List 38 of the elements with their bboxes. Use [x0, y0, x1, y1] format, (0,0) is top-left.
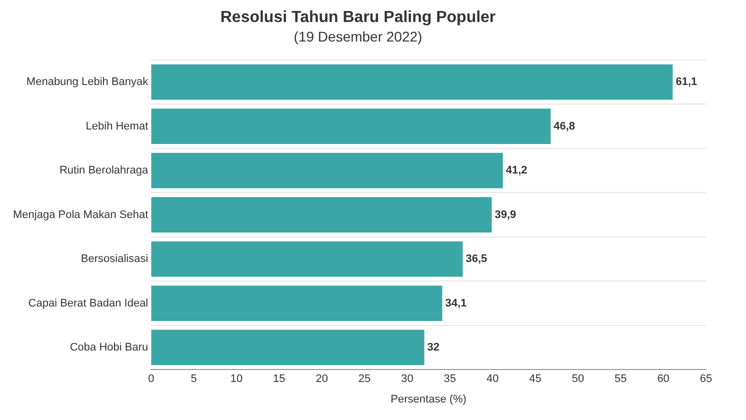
x-tick-label: 60 [657, 373, 670, 386]
y-tick-label: Coba Hobi Baru [70, 342, 148, 354]
data-label: 41,2 [506, 164, 528, 177]
chart-title: Resolusi Tahun Baru Paling Populer [220, 9, 496, 26]
data-label: 39,9 [494, 208, 516, 221]
bar [151, 241, 463, 277]
data-label: 32 [427, 342, 440, 354]
bar [151, 108, 551, 144]
x-tick-label: 65 [700, 373, 712, 386]
x-axis-title: Persentase (%) [390, 393, 466, 406]
x-tick-label: 20 [316, 373, 328, 386]
bar [151, 197, 492, 232]
bar [151, 330, 424, 366]
data-label: 61,1 [676, 76, 698, 88]
x-tick-label: 10 [230, 373, 243, 386]
x-tick-label: 5 [190, 373, 197, 386]
bar [151, 152, 503, 188]
y-tick-label: Bersosialisasi [80, 253, 148, 266]
y-tick-label: Menabung Lebih Banyak [26, 76, 149, 88]
x-tick-label: 0 [148, 373, 154, 386]
x-tick-label: 25 [358, 373, 371, 386]
x-tick-label: 55 [614, 373, 627, 386]
x-tick-label: 50 [572, 373, 584, 386]
x-tick-label: 15 [273, 373, 286, 386]
y-tick-label: Capai Berat Badan Ideal [28, 297, 148, 310]
y-tick-label: Menjaga Pola Makan Sehat [12, 208, 148, 221]
data-label: 46,8 [554, 120, 576, 132]
x-tick-label: 40 [486, 373, 499, 386]
y-tick-label: Rutin Berolahraga [59, 164, 150, 177]
data-label: 34,1 [445, 297, 467, 310]
x-tick-label: 45 [529, 373, 542, 386]
bar [151, 64, 673, 100]
y-tick-label: Lebih Hemat [86, 120, 148, 132]
chart-subtitle: (19 Desember 2022) [294, 28, 422, 44]
x-tick-label: 30 [401, 373, 414, 386]
bar [151, 286, 442, 321]
x-tick-label: 35 [444, 373, 456, 386]
data-label: 36,5 [466, 253, 488, 266]
